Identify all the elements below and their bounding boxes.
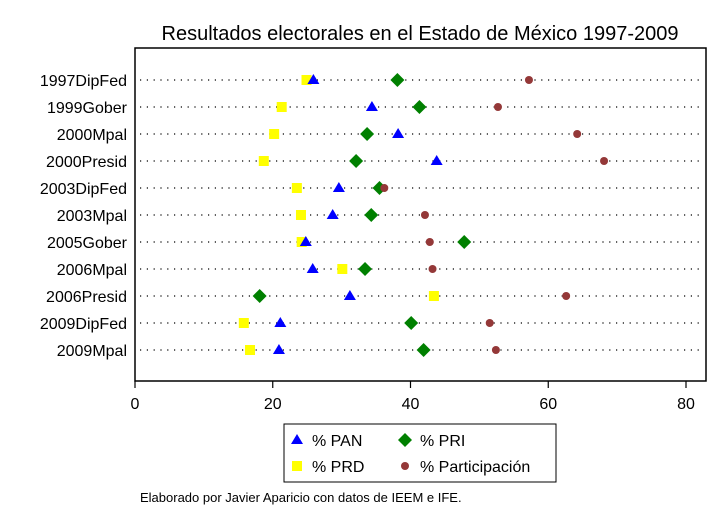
point-diamond xyxy=(404,316,419,330)
point-circle xyxy=(493,103,502,111)
category-label: 2009DipFed xyxy=(40,316,127,333)
point-triangle xyxy=(332,182,345,192)
point-square xyxy=(301,75,312,85)
legend-marker xyxy=(398,433,412,447)
chart-title: Resultados electorales en el Estado de M… xyxy=(162,23,679,45)
point-square xyxy=(276,102,287,112)
point-diamond xyxy=(360,127,375,141)
point-square xyxy=(238,318,249,328)
legend-box xyxy=(283,423,557,483)
point-diamond xyxy=(457,235,472,249)
point-triangle xyxy=(272,344,285,354)
category-label: 2009Mpal xyxy=(57,343,127,360)
category-label: 2000Mpal xyxy=(57,127,127,144)
x-tick-label: 60 xyxy=(539,396,557,413)
point-square xyxy=(269,129,280,139)
x-tick-label: 40 xyxy=(402,396,420,413)
point-circle xyxy=(562,292,571,300)
category-label: 2005Gober xyxy=(47,235,128,252)
point-diamond xyxy=(390,73,405,87)
point-triangle xyxy=(430,155,443,165)
point-circle xyxy=(573,130,582,138)
point-circle xyxy=(425,238,434,246)
point-triangle xyxy=(326,209,339,219)
point-circle xyxy=(524,76,533,84)
point-diamond xyxy=(412,100,427,114)
x-tick-label: 0 xyxy=(131,396,140,413)
legend-label: % Participación xyxy=(420,459,530,476)
legend-label: % PAN xyxy=(312,433,362,450)
legend-marker xyxy=(401,462,409,470)
point-circle xyxy=(491,346,500,354)
point-diamond xyxy=(364,208,379,222)
category-label: 2003Mpal xyxy=(57,208,127,225)
point-square xyxy=(258,156,269,166)
point-square xyxy=(428,291,439,301)
x-tick-label: 20 xyxy=(264,396,282,413)
category-label: 2006Presid xyxy=(46,289,127,306)
point-diamond xyxy=(416,343,431,357)
point-circle xyxy=(380,184,389,192)
footnote: Elaborado por Javier Aparicio con datos … xyxy=(140,490,462,505)
category-label: 1997DipFed xyxy=(40,73,127,90)
point-circle xyxy=(428,265,437,273)
point-square xyxy=(245,345,256,355)
point-circle xyxy=(420,211,429,219)
legend-marker xyxy=(292,461,302,471)
point-triangle xyxy=(392,128,405,138)
legend-label: % PRI xyxy=(420,433,465,450)
point-square xyxy=(296,237,307,247)
legend-label: % PRD xyxy=(312,459,364,476)
category-label: 2006Mpal xyxy=(57,262,127,279)
point-diamond xyxy=(349,154,364,168)
point-triangle xyxy=(343,290,356,300)
point-square xyxy=(291,183,302,193)
point-triangle xyxy=(274,317,287,327)
category-label: 1999Gober xyxy=(47,100,128,117)
category-label: 2003DipFed xyxy=(40,181,127,198)
x-tick-label: 80 xyxy=(677,396,695,413)
plot-frame xyxy=(134,47,707,382)
point-square xyxy=(337,264,348,274)
point-triangle xyxy=(299,236,312,246)
point-triangle xyxy=(307,74,320,84)
point-circle xyxy=(600,157,609,165)
point-triangle xyxy=(306,263,319,273)
point-triangle xyxy=(365,101,378,111)
category-label: 2000Presid xyxy=(46,154,127,171)
point-diamond xyxy=(252,289,267,303)
point-circle xyxy=(485,319,494,327)
point-square xyxy=(295,210,306,220)
point-diamond xyxy=(358,262,373,276)
legend-marker xyxy=(291,434,303,444)
